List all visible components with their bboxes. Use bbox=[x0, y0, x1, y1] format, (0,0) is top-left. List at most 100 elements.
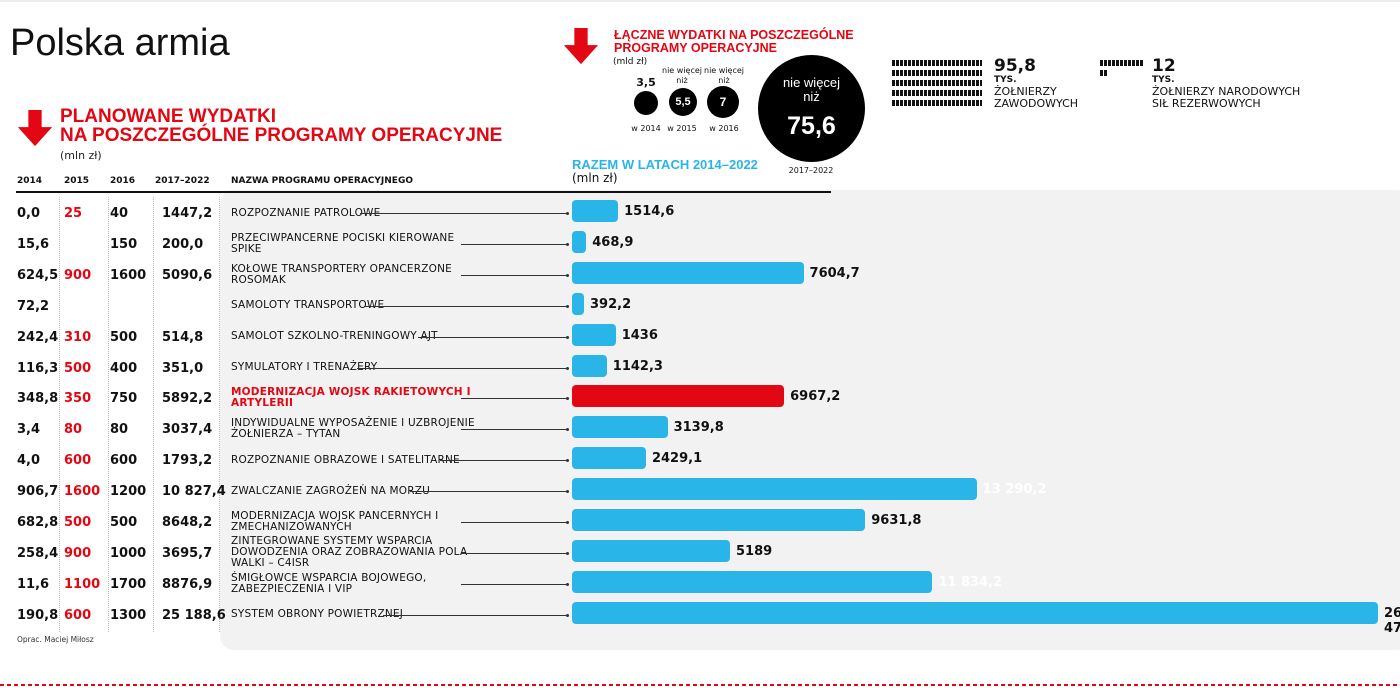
total-bar bbox=[572, 292, 584, 315]
program-name-text: Modernizacja wojsk pancernych i zmechani… bbox=[231, 510, 439, 533]
credit: Oprac. Maciej Miłosz bbox=[17, 635, 94, 644]
value-2017-2022: 5090,6 bbox=[162, 267, 213, 283]
value-2017-2022: 8876,9 bbox=[162, 576, 213, 592]
value-2016: 750 bbox=[110, 391, 138, 407]
connector-line bbox=[461, 429, 566, 431]
program-name: Indywidualne wyposażenie i uzbrojenie żo… bbox=[231, 414, 569, 444]
table-row: 242,4 310 500 514,8 Samolot szkolno-treningo… bbox=[0, 322, 1400, 352]
value-2016: 400 bbox=[110, 360, 138, 376]
program-name: Samoloty transportowe bbox=[231, 291, 569, 321]
year-2014-value: 3,5 bbox=[636, 76, 656, 89]
label-line: ZAWODOWYCH bbox=[994, 97, 1079, 110]
program-name-text: Przeciwpancerne pociski kierowane Spike bbox=[231, 231, 455, 255]
value-2015: 900 bbox=[64, 545, 92, 561]
soldiers-reserve-unit: TYS. bbox=[1152, 75, 1175, 85]
down-arrow-icon bbox=[17, 110, 53, 147]
total-bar bbox=[572, 447, 646, 470]
value-2014: 116,3 bbox=[17, 360, 59, 376]
connector-line bbox=[417, 336, 566, 338]
planned-heading: PLANOWANE WYDATKI NA POSZCZEGÓLNE PROGRA… bbox=[60, 107, 502, 145]
value-2015: 500 bbox=[64, 515, 92, 530]
connector-dot bbox=[566, 273, 569, 277]
total-bar bbox=[572, 570, 933, 593]
top-rule bbox=[0, 0, 1400, 2]
total-unit: (mld zł) bbox=[613, 57, 648, 67]
connector-line bbox=[410, 491, 566, 493]
soldiers-professional-unit: TYS. bbox=[994, 75, 1017, 85]
program-name-text: System obrony powietrznej bbox=[231, 608, 404, 621]
planned-unit: (mln zł) bbox=[60, 149, 102, 162]
program-name-text: Zintegrowane systemy wsparcia dowodzenia… bbox=[231, 535, 468, 570]
table-row: 624,5 900 1600 5090,6 Kołowe transportery op… bbox=[0, 260, 1400, 290]
value-2015: 600 bbox=[64, 453, 92, 469]
total-bar bbox=[572, 385, 785, 408]
program-name: Rozpoznanie patrolowe bbox=[231, 198, 569, 228]
bottom-rule bbox=[0, 684, 1400, 686]
total-bar bbox=[572, 416, 668, 439]
program-name: Śmigłowce wsparcia bojowego, zabezpiecze… bbox=[231, 569, 569, 599]
value-2016: 1000 bbox=[110, 545, 147, 561]
program-name-text: Samoloty transportowe bbox=[231, 299, 385, 312]
year-2014-label: w 2014 bbox=[631, 124, 661, 133]
connector-dot bbox=[566, 459, 569, 463]
total-bar-label: 5189 bbox=[736, 543, 773, 559]
program-name: Kołowe transportery opancerzone Rosomak bbox=[231, 260, 569, 290]
year-2015-circle: 5,5 bbox=[669, 88, 697, 116]
total-big-prefix: nie więcej niż bbox=[782, 75, 841, 104]
total-bar-label: 9631,8 bbox=[871, 513, 922, 528]
value-2014: 3,4 bbox=[17, 422, 41, 438]
table-row: 72,2 Samoloty transportowe 392,2 bbox=[0, 291, 1400, 321]
total-bar bbox=[572, 354, 607, 377]
table-row: 116,3 500 400 351,0 Symulatory i trenażery 11… bbox=[0, 353, 1400, 383]
total-bar-label: 468,9 bbox=[592, 234, 634, 250]
connector-dot bbox=[566, 490, 569, 494]
header-rule bbox=[16, 191, 831, 193]
total-bar-label: 2429,1 bbox=[651, 451, 703, 467]
connector-dot bbox=[566, 212, 569, 215]
value-2014: 15,6 bbox=[17, 236, 50, 252]
reserve-pictogram-icon bbox=[1100, 70, 1108, 76]
total-bar-label: 26 470,3 bbox=[1384, 605, 1400, 636]
value-2014: 0,0 bbox=[17, 206, 41, 221]
total-heading-line2: PROGRAMY OPERACYJNE bbox=[614, 40, 777, 55]
value-2017-2022: 351,0 bbox=[162, 360, 204, 376]
connector-line bbox=[461, 274, 566, 276]
connector-line bbox=[383, 614, 566, 616]
program-name-text: Indywidualne wyposażenie i uzbrojenie żo… bbox=[231, 417, 475, 441]
value-2016: 150 bbox=[110, 236, 138, 252]
soldiers-professional-value: 95,8 bbox=[994, 56, 1036, 76]
value-2016: 1700 bbox=[110, 576, 147, 592]
label-line: SIŁ REZERWOWYCH bbox=[1152, 97, 1261, 110]
program-name: Rozpoznanie obrazowe i satelitarne bbox=[231, 445, 569, 475]
table-row: 906,7 1600 1200 10 827,4 Zwalczanie zagrożeń… bbox=[0, 476, 1400, 506]
column-header-2016: 2016 bbox=[110, 176, 136, 186]
total-bar-label: 1142,3 bbox=[612, 358, 663, 374]
value-2014: 624,5 bbox=[17, 267, 59, 283]
connector-line bbox=[360, 213, 566, 214]
program-name: Symulatory i trenażery bbox=[231, 353, 569, 383]
program-name: Zwalczanie zagrożeń na morzu bbox=[231, 476, 569, 506]
column-divider bbox=[219, 197, 220, 632]
column-header-2017-2022: 2017–2022 bbox=[155, 176, 210, 186]
year-2015-label: w 2015 bbox=[667, 124, 697, 133]
soldiers-professional-label: ŻOŁNIERZY ZAWODOWYCH bbox=[994, 86, 1078, 110]
year-2016-prefix: nie więcej niż bbox=[704, 66, 744, 85]
program-name: Modernizacja wojsk pancernych i zmechani… bbox=[231, 507, 569, 537]
program-name: System obrony powietrznej bbox=[231, 600, 569, 630]
connector-dot bbox=[566, 582, 569, 586]
connector-dot bbox=[566, 304, 569, 308]
value-2014: 682,8 bbox=[17, 515, 59, 530]
label-line: ŻOŁNIERZY NARODOWYCH bbox=[1152, 85, 1301, 98]
down-arrow-icon bbox=[563, 28, 599, 65]
soldiers-pictogram-icon bbox=[892, 60, 982, 108]
total-bar-label: 1514,6 bbox=[624, 204, 675, 219]
connector-line bbox=[461, 583, 566, 585]
value-2015: 600 bbox=[64, 607, 92, 623]
connector-dot bbox=[566, 521, 569, 524]
value-2016: 1200 bbox=[110, 484, 147, 500]
year-2016-circle: 7 bbox=[707, 86, 739, 118]
planned-heading-line2: NA POSZCZEGÓLNE PROGRAMY OPERACYJNE bbox=[60, 125, 503, 146]
year-2016-label: w 2016 bbox=[709, 124, 739, 133]
total-bar-label: 3139,8 bbox=[673, 420, 724, 436]
program-name-text: Modernizacja wojsk rakietowych i artyler… bbox=[231, 386, 471, 410]
